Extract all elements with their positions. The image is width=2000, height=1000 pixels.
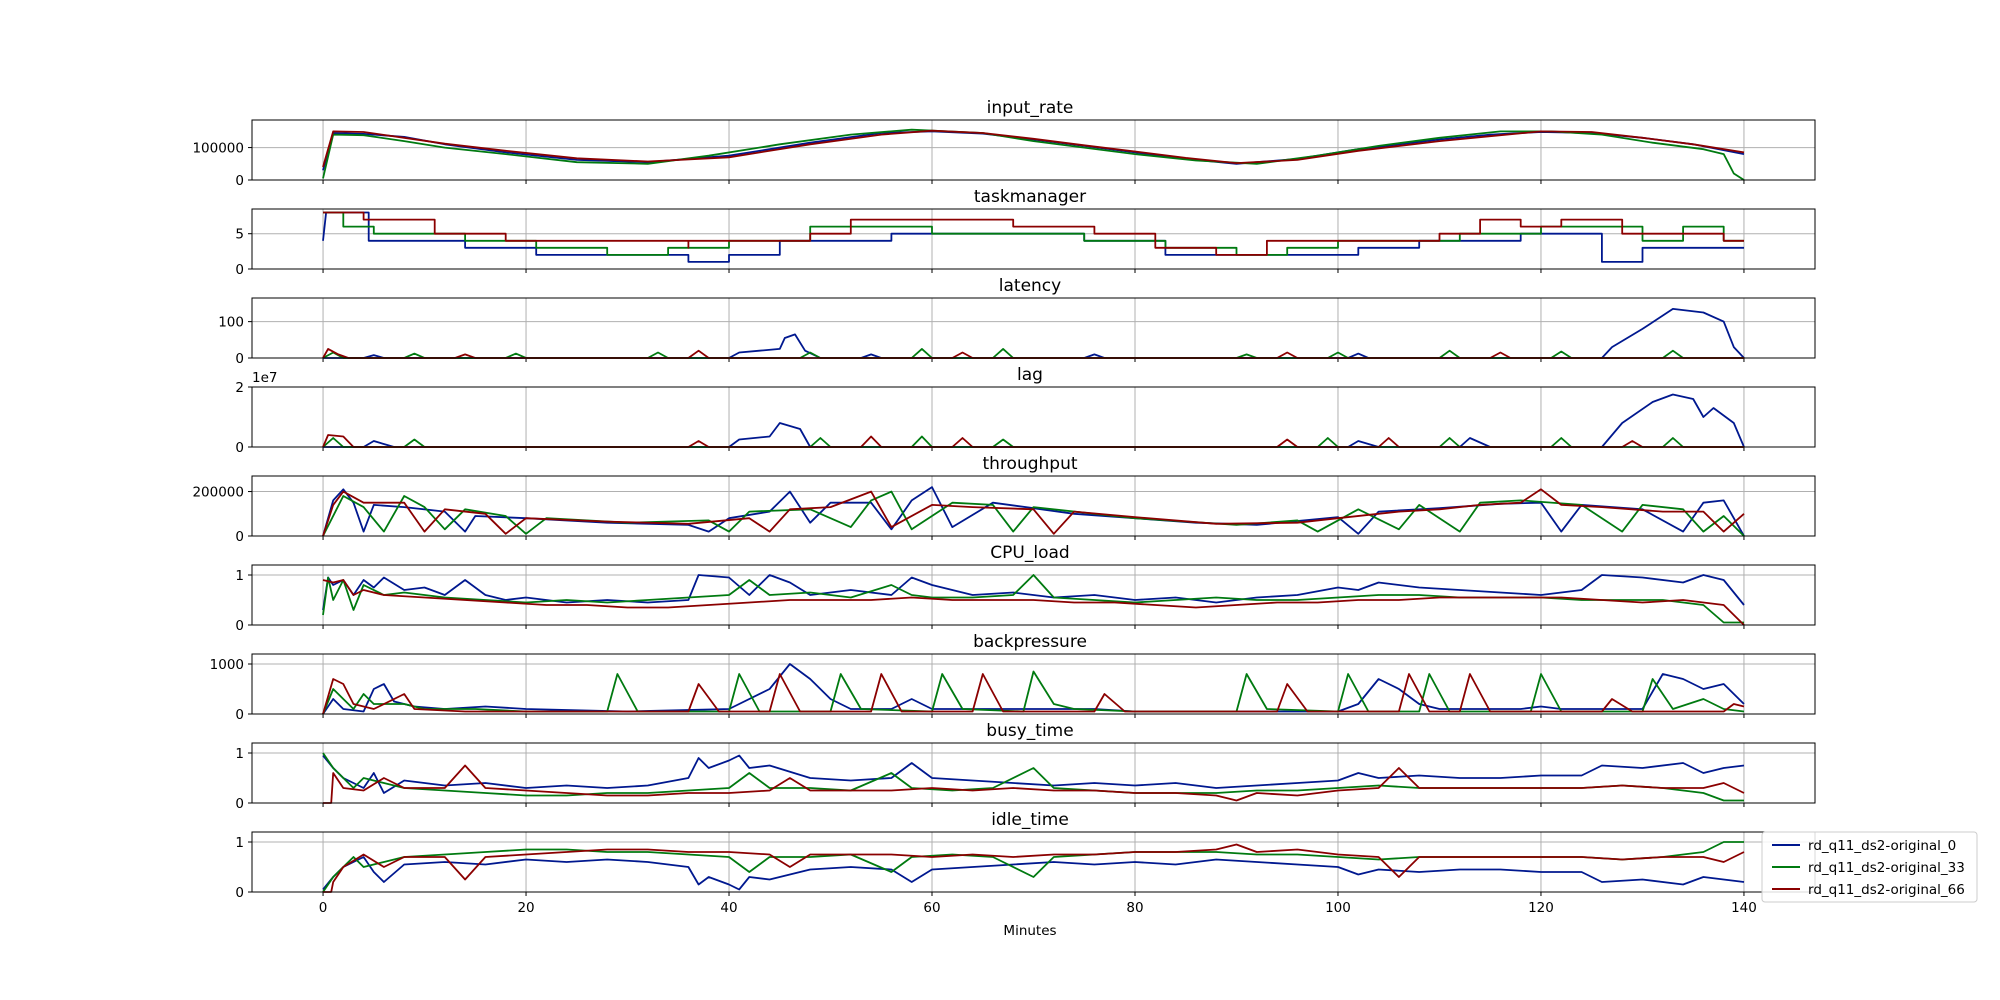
x-tick-label: 0 <box>319 900 328 916</box>
y-tick-label: 0 <box>235 351 244 367</box>
axes-frame <box>251 653 1816 715</box>
y-tick-label: 0 <box>235 618 244 634</box>
y-tick-label: 2 <box>235 380 244 396</box>
x-tick-label: 100 <box>1325 900 1351 916</box>
y-tick-label: 1 <box>235 568 244 584</box>
y-tick-label: 0 <box>235 529 244 545</box>
subplot-lag: lag 1e7 02 <box>235 365 1816 456</box>
subplot-busy-time: busy_time 01 <box>235 721 1816 812</box>
subplot-latency: latency 0 100 <box>218 276 1816 367</box>
axes-frame <box>251 475 1816 537</box>
axes-frame <box>251 386 1816 448</box>
x-tick-label: 80 <box>1126 900 1143 916</box>
subplot-input-rate: input_rate 0 100000 <box>192 98 1816 189</box>
y-tick-label: 100 <box>218 315 244 331</box>
subplot-throughput: throughput 0 200000 <box>192 454 1816 545</box>
series-line-2 <box>323 764 1745 804</box>
plot-area: 0 20 40 60 80 100 120 140 0 1 <box>235 831 1816 916</box>
offset-text: 1e7 <box>252 370 277 386</box>
y-tick-label: 5 <box>235 227 244 243</box>
y-tick-label: 0 <box>235 262 244 278</box>
series-line-2 <box>322 129 1745 168</box>
x-axis-label: Minutes <box>1003 923 1056 939</box>
subplot-title: taskmanager <box>974 187 1086 207</box>
legend-frame <box>1761 831 1978 903</box>
y-tick-label: 1000 <box>210 657 244 673</box>
y-tick-label: 1 <box>235 746 244 762</box>
legend-label-0: rd_q11_ds2-original_0 <box>1808 838 1956 854</box>
y-tick-label: 100000 <box>192 141 244 157</box>
plot-area: 0 1000 <box>210 653 1816 723</box>
series-line-2 <box>323 843 1745 893</box>
x-tick-label: 20 <box>517 900 534 916</box>
axes-frame <box>251 119 1816 181</box>
y-tick-label: 1 <box>235 835 244 851</box>
plot-area: 02 <box>235 380 1816 456</box>
subplot-title: CPU_load <box>990 543 1069 563</box>
y-tick-label: 200000 <box>192 485 244 501</box>
plot-area: 0 100000 <box>192 119 1816 189</box>
series-line-1 <box>322 435 1744 448</box>
axes-frame <box>251 564 1816 626</box>
series-line-1 <box>322 128 1745 181</box>
subplot-title: idle_time <box>991 810 1069 830</box>
x-tick-label: 60 <box>923 900 940 916</box>
series-line-0 <box>322 754 1745 794</box>
y-tick-label: 0 <box>235 173 244 189</box>
subplot-title: backpressure <box>973 632 1087 652</box>
subplot-backpressure: backpressure 0 1000 <box>210 632 1816 723</box>
series-line-0 <box>322 574 1745 611</box>
y-tick-label: 0 <box>235 707 244 723</box>
y-tick-label: 0 <box>235 440 244 456</box>
x-tick-label: 140 <box>1731 900 1757 916</box>
y-tick-label: 0 <box>235 885 244 901</box>
axes-frame <box>251 297 1816 359</box>
plot-area: 01 <box>235 564 1816 634</box>
legend-label-1: rd_q11_ds2-original_33 <box>1808 860 1965 876</box>
subplot-title: latency <box>999 276 1061 296</box>
subplot-title: busy_time <box>986 721 1073 741</box>
series-line-2 <box>322 488 1745 537</box>
subplot-taskmanager: taskmanager 05 <box>235 187 1816 278</box>
series-line-1 <box>322 490 1745 537</box>
subplot-title: input_rate <box>987 98 1074 118</box>
y-tick-label: 0 <box>235 796 244 812</box>
legend: rd_q11_ds2-original_0 rd_q11_ds2-origina… <box>1761 831 1978 903</box>
series-line-2 <box>323 211 1744 256</box>
plot-area: 05 <box>235 208 1816 278</box>
x-tick-label: 40 <box>720 900 737 916</box>
plot-area: 0 200000 <box>192 475 1816 545</box>
subplot-title: lag <box>1017 365 1043 385</box>
series-line-1 <box>323 211 1744 256</box>
axes-frame <box>251 742 1816 804</box>
series-line-2 <box>322 673 1745 715</box>
subplot-cpu-load: CPU_load 01 <box>235 543 1816 634</box>
axes-frame <box>251 208 1816 270</box>
x-tick-label: 120 <box>1528 900 1554 916</box>
subplot-idle-time: idle_time 0 20 40 60 80 100 120 140 0 1 <box>235 810 1816 916</box>
plot-area: 0 100 <box>218 297 1816 367</box>
subplot-title: throughput <box>982 454 1077 474</box>
series-line-2 <box>322 579 1745 626</box>
plot-area: 01 <box>235 742 1816 812</box>
legend-label-2: rd_q11_ds2-original_66 <box>1808 882 1965 898</box>
